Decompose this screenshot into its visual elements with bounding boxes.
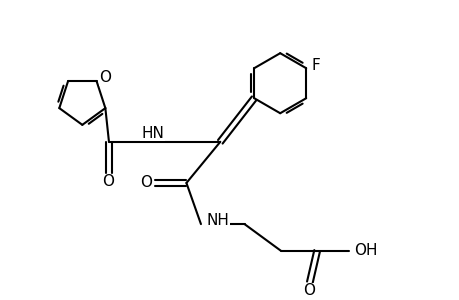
Text: NH: NH: [206, 213, 229, 228]
Text: F: F: [311, 58, 319, 73]
Text: HN: HN: [141, 126, 163, 141]
Text: O: O: [99, 70, 111, 85]
Text: O: O: [302, 284, 314, 298]
Text: O: O: [140, 176, 152, 190]
Text: O: O: [102, 175, 114, 190]
Text: OH: OH: [353, 243, 376, 258]
